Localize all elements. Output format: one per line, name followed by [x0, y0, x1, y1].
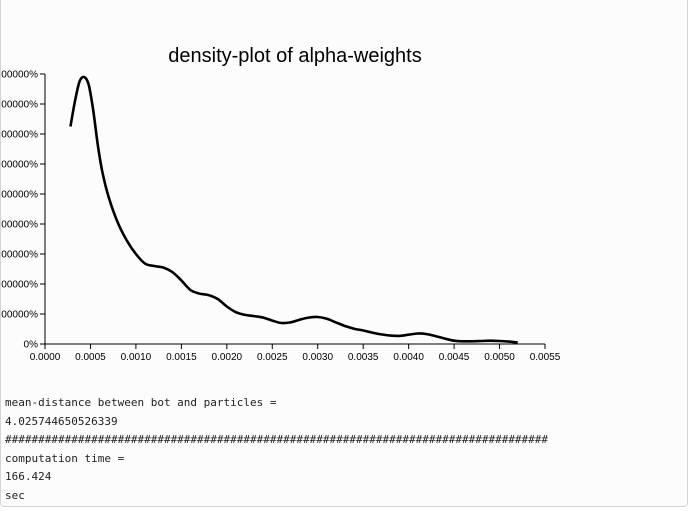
separator-line: ########################################… — [5, 433, 549, 447]
density-chart: density-plot of alpha-weights 0% 100000% 2… — [1, 45, 561, 363]
y-tick-label: 900000% — [1, 70, 38, 81]
x-tick-label: 0.0010 — [121, 352, 152, 363]
time-unit: sec — [5, 488, 25, 502]
y-tick-label: 500000% — [1, 190, 38, 201]
y-tick-label: 100000% — [1, 310, 38, 321]
y-tick-label: 200000% — [1, 280, 38, 291]
x-tick-label: 0.0005 — [75, 352, 106, 363]
x-tick-label: 0.0015 — [166, 352, 197, 363]
y-tick-label: 700000% — [1, 130, 38, 141]
x-tick-label: 0.0000 — [30, 352, 61, 363]
y-tick-label: 800000% — [1, 100, 38, 111]
x-tick-label: 0.0055 — [530, 352, 561, 363]
x-tick-label: 0.0020 — [212, 352, 243, 363]
y-tick-label: 300000% — [1, 250, 38, 261]
computation-time-value: 166.424 — [5, 470, 52, 484]
console-output: mean-distance between bot and particles … — [5, 394, 685, 506]
x-tick-label: 0.0045 — [439, 352, 470, 363]
x-tick-label: 0.0040 — [393, 352, 424, 363]
distance-label: mean-distance between bot and particles … — [5, 396, 277, 409]
chart-title: density-plot of alpha-weights — [168, 45, 421, 67]
density-series-line — [69, 75, 518, 344]
y-tick-label: 400000% — [1, 220, 38, 231]
y-tick-label: 600000% — [1, 160, 38, 171]
y-tick-label: 0% — [24, 340, 39, 351]
x-tick-label: 0.0050 — [484, 352, 515, 363]
x-tick-label: 0.0025 — [257, 352, 288, 363]
plot-area — [69, 75, 518, 344]
x-tick-label: 0.0030 — [302, 352, 333, 363]
x-axis: 0.0000 0.0005 0.0010 0.0015 0.0020 0.0025 0.00… — [30, 343, 561, 363]
y-axis: 0% 100000% 200000% 300000% 400000% 500000% 600… — [1, 70, 46, 351]
computation-time-label: computation time = — [5, 451, 125, 465]
distance-value: 4.025744650526339 — [5, 414, 118, 428]
x-tick-label: 0.0035 — [348, 352, 379, 363]
